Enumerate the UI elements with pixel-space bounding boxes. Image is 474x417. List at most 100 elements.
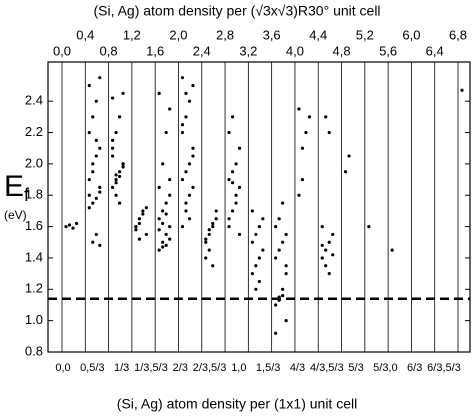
top-tick-label: 0,8: [100, 43, 118, 58]
y-tick-label: 2.0: [25, 155, 43, 170]
data-point: [191, 185, 195, 190]
top-axis-title: (Si, Ag) atom density per (√3x√3)R30° un…: [93, 3, 380, 19]
data-point: [87, 130, 91, 135]
data-point: [87, 193, 91, 197]
data-point: [117, 115, 122, 119]
top-tick-label: 5,6: [379, 43, 397, 58]
data-point: [211, 264, 215, 268]
y-tick-label: 1.6: [25, 218, 43, 233]
data-point: [281, 293, 285, 298]
data-point: [184, 209, 188, 213]
data-point: [254, 232, 258, 237]
top-tick-label: 4,4: [309, 27, 327, 42]
data-point: [214, 209, 218, 213]
data-point: [324, 248, 328, 252]
data-point: [274, 331, 278, 335]
data-point: [110, 185, 115, 190]
data-point: [161, 245, 165, 249]
data-point: [331, 232, 335, 237]
data-point: [324, 115, 328, 119]
data-point: [261, 217, 265, 221]
data-point: [284, 232, 288, 237]
data-point: [91, 162, 95, 166]
data-point: [331, 253, 335, 257]
top-tick-label: 0,4: [76, 27, 94, 42]
y-axis-subscript: f: [24, 185, 30, 205]
data-point: [187, 217, 192, 221]
data-point: [87, 83, 91, 88]
data-point: [117, 174, 122, 179]
data-point: [157, 91, 161, 95]
y-tick-label: 1.4: [25, 249, 43, 264]
data-point: [157, 228, 161, 232]
data-point: [297, 107, 301, 111]
data-point: [257, 224, 261, 229]
data-point: [134, 228, 138, 232]
data-point: [114, 193, 118, 197]
y-tick-label: 2.4: [25, 93, 43, 108]
y-axis-title: E: [4, 170, 24, 203]
data-point: [300, 177, 305, 182]
data-point: [187, 193, 192, 197]
data-point: [234, 162, 238, 166]
data-point: [180, 130, 185, 135]
data-point: [274, 256, 278, 260]
y-tick-label: 0.8: [25, 343, 43, 358]
top-tick-label: 6,0: [402, 27, 420, 42]
top-tick-label: 2,0: [169, 27, 187, 42]
data-point: [161, 240, 165, 244]
data-point: [94, 232, 98, 237]
data-point: [91, 170, 95, 174]
data-point: [300, 146, 305, 150]
data-point: [390, 248, 394, 252]
top-tick-label: 2,8: [216, 27, 234, 42]
data-point: [187, 99, 192, 103]
data-point: [91, 240, 95, 244]
data-point: [211, 224, 215, 229]
data-point: [180, 224, 185, 229]
data-point: [168, 193, 172, 197]
data-point: [227, 177, 231, 182]
data-point: [164, 130, 168, 135]
top-tick-label: 3,2: [239, 43, 257, 58]
data-point: [230, 181, 235, 185]
bottom-tick-label: 1/3,5/3: [134, 362, 168, 374]
data-point: [67, 223, 72, 227]
bottom-tick-label: 0,5/3: [80, 362, 104, 374]
top-tick-label: 1,6: [146, 43, 164, 58]
data-point: [94, 138, 98, 142]
data-point: [250, 209, 254, 213]
data-point: [320, 256, 324, 260]
y-tick-label: 2.2: [25, 124, 43, 139]
data-point: [94, 99, 98, 103]
data-point: [168, 177, 172, 182]
data-point: [164, 243, 168, 248]
data-point: [237, 146, 242, 150]
data-point: [284, 272, 288, 276]
data-point: [98, 190, 102, 194]
data-point: [327, 240, 331, 244]
data-point: [117, 201, 122, 205]
data-point: [117, 170, 122, 174]
bottom-tick-label: 5/3: [348, 362, 363, 374]
data-point: [184, 91, 188, 95]
y-tick-label: 1.8: [25, 187, 43, 202]
top-tick-label: 6,8: [449, 27, 467, 42]
data-point: [207, 248, 211, 252]
x-axis-title: (Si, Ag) atom density per (1x1) unit cel…: [117, 396, 357, 412]
data-point: [161, 221, 165, 226]
data-point: [281, 287, 285, 291]
data-point: [191, 146, 195, 150]
data-point: [324, 264, 328, 268]
data-point: [110, 96, 115, 100]
plot-frame: [47, 61, 471, 353]
data-point: [297, 193, 301, 197]
data-point: [257, 256, 261, 260]
data-point: [187, 162, 192, 166]
y-tick-label: 1.0: [25, 312, 43, 327]
data-point: [74, 221, 79, 226]
data-point: [94, 154, 98, 158]
data-point: [234, 193, 238, 197]
data-point: [110, 138, 115, 142]
